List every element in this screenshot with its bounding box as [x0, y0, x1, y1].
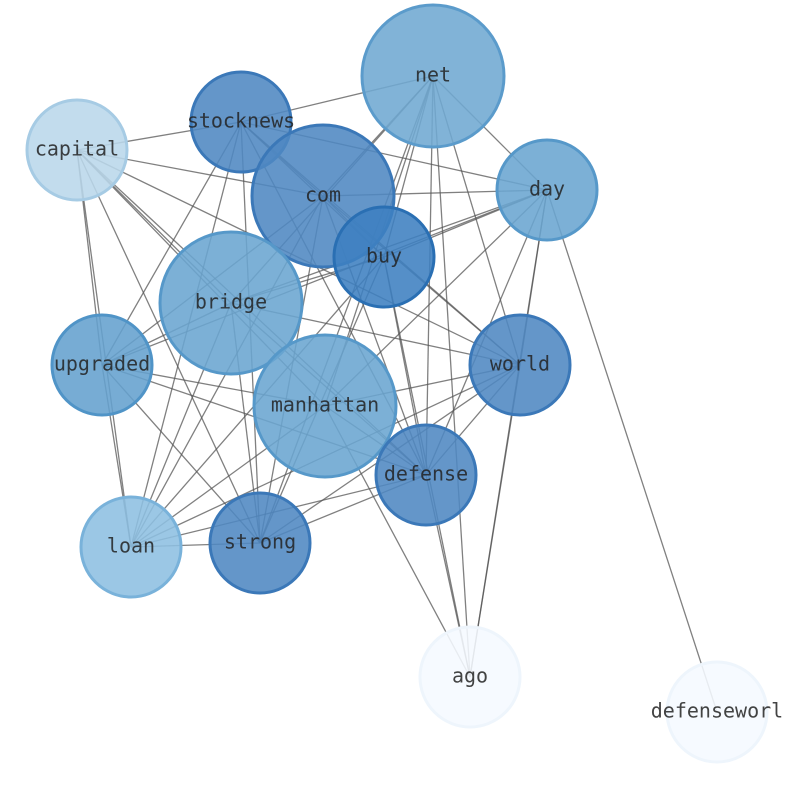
edge — [76, 149, 261, 544]
labels: net stocknews capital com day buy bridge upgrad… — [35, 63, 783, 723]
node-label: capital — [35, 137, 119, 161]
node — [332, 205, 436, 309]
node — [252, 333, 398, 479]
node-label: defenseworl — [651, 699, 783, 723]
node-label: bridge — [195, 290, 267, 314]
node — [468, 313, 572, 417]
nodes — [25, 3, 769, 764]
edge — [469, 364, 521, 678]
node-label: upgraded — [54, 352, 150, 376]
node — [495, 138, 599, 242]
node — [25, 98, 129, 202]
node-label: stocknews — [187, 109, 295, 133]
node — [665, 660, 769, 764]
node — [208, 491, 312, 595]
node — [158, 230, 304, 376]
node — [418, 625, 522, 729]
node — [79, 495, 183, 599]
edge — [432, 75, 471, 678]
edges — [76, 75, 718, 713]
edge — [546, 189, 718, 713]
node — [360, 3, 506, 149]
node — [374, 423, 478, 527]
node — [50, 313, 154, 417]
node-label: ago — [452, 664, 488, 688]
node-label: defense — [384, 462, 468, 486]
node-label: buy — [366, 244, 402, 268]
node-label: day — [529, 177, 565, 201]
node-label: strong — [224, 530, 296, 554]
node-label: loan — [107, 534, 155, 558]
node-label: com — [305, 183, 341, 207]
node-label: world — [490, 352, 550, 376]
node-label: manhattan — [271, 393, 379, 417]
node — [189, 70, 293, 174]
node-label: net — [415, 63, 451, 87]
